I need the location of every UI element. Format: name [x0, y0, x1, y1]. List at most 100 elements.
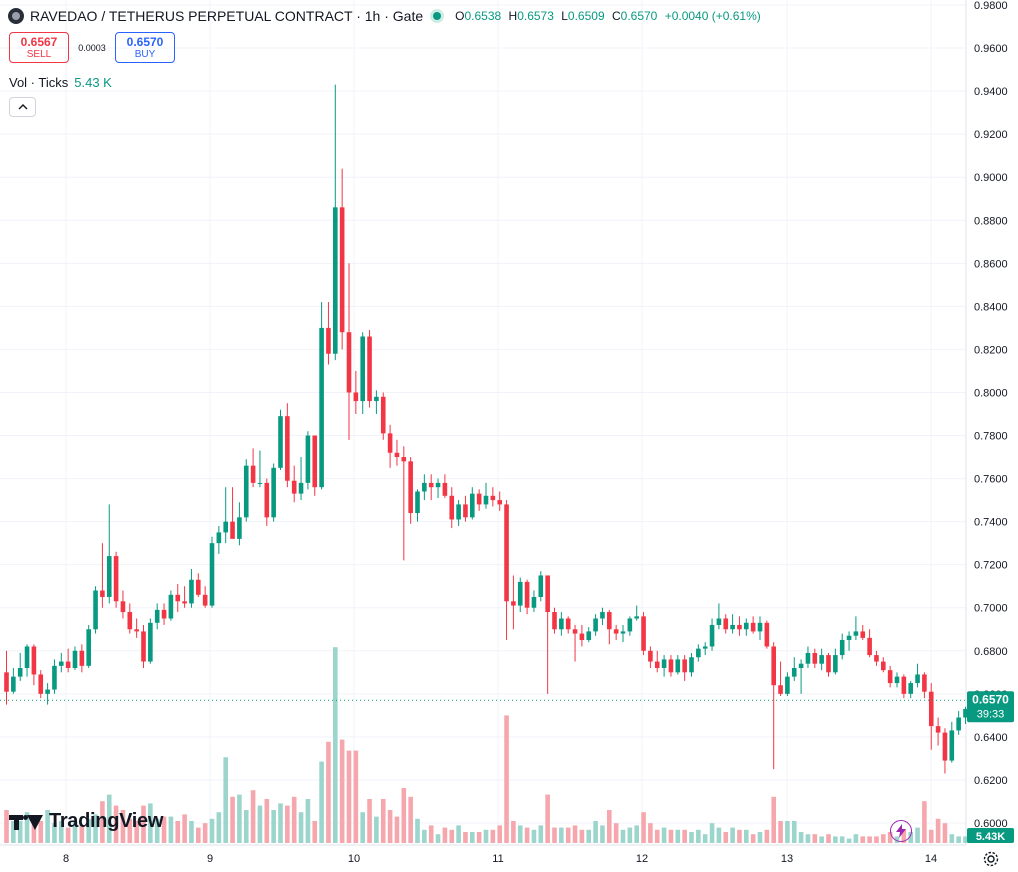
volume-bar: [470, 832, 475, 843]
buy-button[interactable]: 0.6570 BUY: [115, 32, 175, 63]
volume-bar: [387, 810, 393, 843]
volume-bar: [826, 834, 831, 843]
volume-bar: [428, 825, 434, 843]
candle-body: [339, 207, 345, 333]
price-tick-label: 0.8200: [974, 344, 1008, 356]
volume-bar: [264, 799, 270, 843]
volume-bar: [490, 829, 496, 843]
candle: [72, 646, 78, 671]
candle: [134, 618, 139, 638]
collapse-legend-button[interactable]: [9, 97, 36, 117]
volume-bar: [216, 812, 222, 843]
candle: [853, 616, 859, 641]
volume-bar: [120, 810, 126, 843]
candle-body: [572, 629, 578, 634]
candle: [470, 487, 475, 520]
market-status-dot[interactable]: [433, 12, 442, 20]
candle-body: [380, 396, 386, 434]
volume-bar: [17, 821, 23, 843]
volume-bar: [271, 810, 276, 843]
volume-bar: [668, 829, 674, 843]
candle-body: [387, 433, 393, 453]
sell-button[interactable]: 0.6567 SELL: [9, 32, 69, 63]
volume-bar: [442, 827, 448, 843]
candle: [935, 717, 941, 746]
candle: [572, 624, 578, 662]
candle-body: [757, 622, 763, 632]
candle: [148, 618, 153, 664]
close-key: C: [611, 9, 621, 23]
volume-bar: [45, 810, 50, 843]
volume-bar: [79, 825, 85, 843]
candle: [771, 642, 776, 770]
candle: [702, 642, 708, 656]
volume-legend[interactable]: Vol · Ticks 5.43 K: [9, 75, 112, 90]
candle: [285, 403, 290, 488]
candle: [552, 607, 557, 634]
candle: [723, 614, 729, 634]
candle: [401, 446, 407, 561]
candle: [168, 590, 174, 621]
candle-body: [79, 650, 85, 666]
lightning-button[interactable]: [890, 820, 912, 842]
candle: [435, 478, 441, 498]
candle: [716, 603, 722, 630]
candle: [620, 624, 626, 643]
candle-body: [641, 616, 646, 651]
time-tick-label: 13: [781, 853, 793, 865]
volume-bar: [223, 757, 228, 843]
candle: [38, 670, 44, 699]
candlestick-series: [4, 84, 975, 774]
tradingview-logo[interactable]: TradingView: [9, 810, 163, 833]
volume-bar: [942, 823, 948, 843]
candle: [463, 495, 468, 522]
candle: [791, 657, 797, 681]
price-tick-label: 0.7200: [974, 560, 1008, 572]
spread-value: 0.0003: [78, 42, 106, 53]
candle: [189, 568, 194, 608]
volume-bar: [661, 827, 667, 843]
candle-body: [798, 663, 804, 669]
candle: [380, 392, 386, 440]
candle: [196, 573, 201, 597]
volume-last-box: [967, 828, 1014, 843]
price-tick-label: 0.9800: [974, 0, 1008, 12]
volume-bar: [559, 827, 564, 843]
candle-body: [675, 659, 681, 673]
price-tick-label: 0.9600: [974, 43, 1008, 55]
volume-bar: [435, 834, 441, 843]
candle-body: [353, 392, 359, 402]
candle: [257, 450, 263, 488]
price-tick-label: 0.7800: [974, 431, 1008, 443]
open-key: O: [455, 9, 465, 23]
candle: [209, 536, 215, 608]
candle: [805, 646, 811, 669]
candle-body: [223, 521, 228, 533]
candle: [428, 474, 434, 501]
candle-body: [401, 457, 407, 462]
candle-body: [326, 327, 331, 354]
candle: [696, 644, 701, 662]
candle-body: [216, 532, 222, 544]
candle-body: [764, 622, 770, 647]
volume-bar: [367, 799, 372, 843]
price-tick-label: 0.9400: [974, 86, 1008, 98]
candle: [874, 650, 879, 666]
volume-bar: [449, 829, 455, 843]
candle: [264, 478, 270, 526]
candle-body: [449, 495, 455, 520]
high-value: 0.6573: [517, 9, 554, 23]
candle-body: [134, 629, 139, 632]
candle: [11, 668, 16, 694]
symbol-title[interactable]: RAVEDAO / TETHERUS PERPETUAL CONTRACT · …: [30, 8, 424, 24]
candle: [819, 648, 824, 671]
volume-bar: [394, 816, 400, 843]
volume-bar: [908, 832, 913, 843]
price-tick-label: 0.8800: [974, 215, 1008, 227]
candle-body: [524, 581, 530, 608]
candle: [846, 631, 852, 651]
volume-bar: [737, 829, 742, 843]
volume-bar: [504, 715, 509, 843]
gear-icon[interactable]: [982, 850, 1000, 868]
